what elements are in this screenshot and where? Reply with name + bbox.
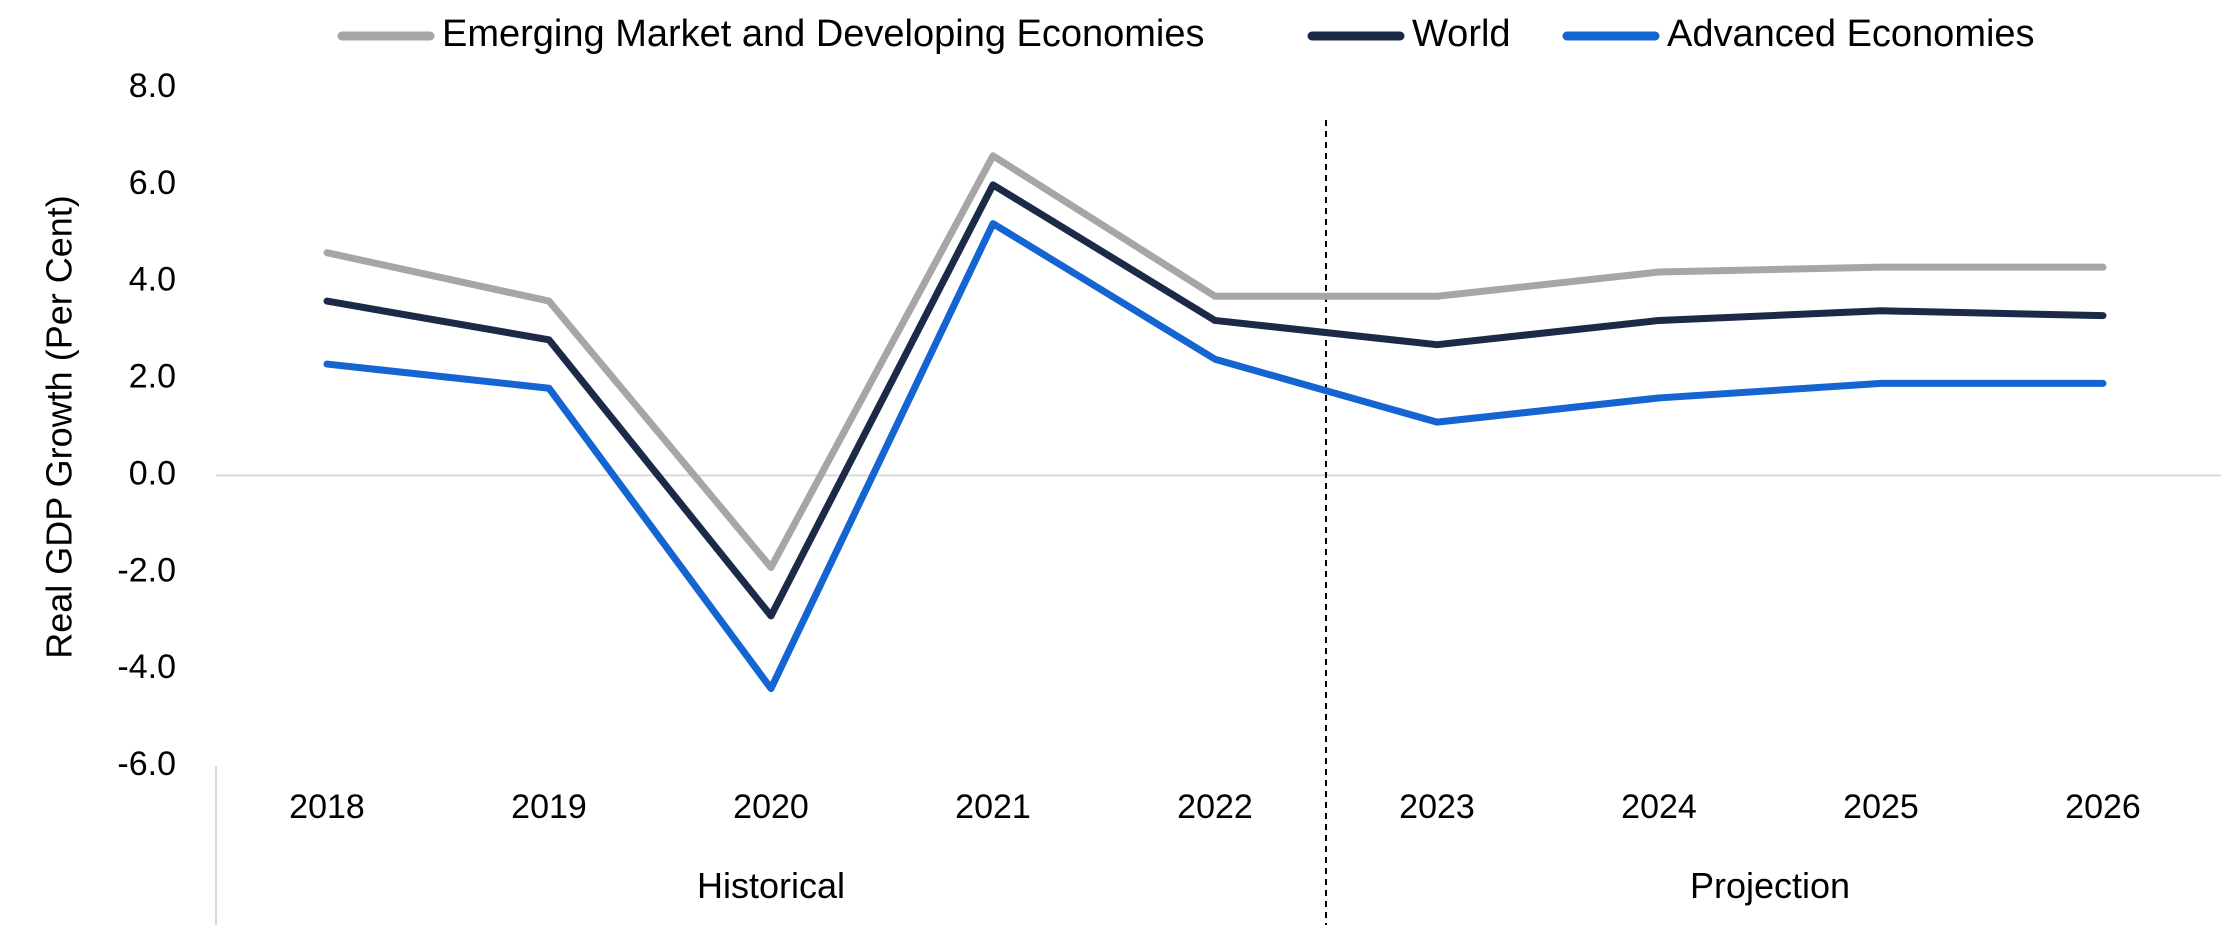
legend-label: World (1412, 13, 1511, 55)
x-tick-label: 2021 (955, 788, 1031, 826)
x-tick-label: 2023 (1399, 788, 1475, 826)
x-tick-label: 2020 (733, 788, 809, 826)
x-tick-label: 2019 (511, 788, 587, 826)
x-tick-label: 2026 (2065, 788, 2141, 826)
y-tick-label: -6.0 (117, 745, 176, 783)
legend: Emerging Market and Developing Economies… (337, 13, 2035, 55)
y-tick-label: -4.0 (117, 648, 176, 686)
x-tick-label: 2025 (1843, 788, 1919, 826)
series-line (323, 220, 2107, 693)
x-tick-label: 2018 (289, 788, 365, 826)
category-groups: Historical Projection (697, 865, 1850, 906)
y-tick-label: -2.0 (117, 551, 176, 589)
group-label: Projection (1690, 865, 1850, 906)
y-tick-label: 4.0 (129, 261, 176, 299)
y-tick-label: 0.0 (129, 454, 176, 492)
y-tick-label: 2.0 (129, 358, 176, 396)
series-lines (323, 152, 2107, 693)
y-axis-tick-labels: 8.0 6.0 4.0 2.0 0.0 -2.0 -4.0 -6.0 (117, 67, 176, 783)
y-axis-title: Real GDP Growth (Per Cent) (39, 195, 80, 658)
group-label: Historical (697, 865, 845, 906)
x-tick-label: 2024 (1621, 788, 1697, 826)
series-line (323, 152, 2107, 571)
series-line (323, 181, 2107, 620)
legend-label: Advanced Economies (1667, 13, 2035, 55)
axes (215, 120, 2221, 925)
x-tick-label: 2022 (1177, 788, 1253, 826)
x-axis-tick-labels: 2018 2019 2020 2021 2022 2023 2024 2025 2026 (289, 788, 2141, 826)
y-tick-label: 8.0 (129, 67, 176, 105)
y-tick-label: 6.0 (129, 164, 176, 202)
legend-label: Emerging Market and Developing Economies (442, 13, 1205, 55)
